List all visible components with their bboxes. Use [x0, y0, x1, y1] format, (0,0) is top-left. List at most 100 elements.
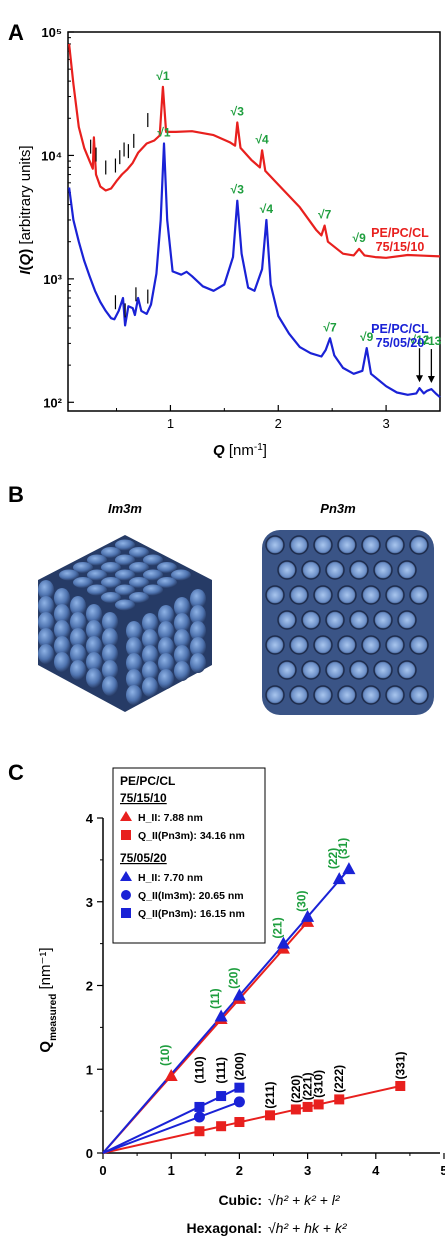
pn3m-structure-image [262, 530, 434, 715]
im3m-node [171, 569, 191, 581]
pn3m-channel [409, 635, 429, 655]
data-point [276, 936, 290, 949]
pn3m-channel [265, 685, 285, 705]
im3m-node [86, 604, 102, 624]
im3m-node [190, 653, 206, 673]
im3m-node [54, 620, 70, 640]
peak-label: √12 [410, 333, 430, 347]
x-tick-label: 3 [382, 416, 389, 431]
pn3m-channel [409, 535, 429, 555]
panel-a-tick-marks [90, 113, 149, 318]
panel-c-legend [112, 767, 266, 944]
pn3m-channel [313, 635, 333, 655]
im3m-node [174, 613, 190, 633]
x-tick-label: 0 [99, 1163, 106, 1178]
legend-item-label: Q_II(Pn3m): 16.15 nm [138, 908, 245, 920]
pn3m-channel [289, 635, 309, 655]
im3m-node [158, 653, 174, 673]
pn3m-channel [385, 585, 405, 605]
im3m-node [115, 599, 135, 611]
data-point [234, 1082, 245, 1093]
panel-a-series [68, 43, 441, 399]
im3m-node [158, 621, 174, 641]
im3m-node [86, 668, 102, 688]
data-point [193, 1111, 205, 1123]
im3m-node [102, 676, 118, 696]
pn3m-channel [301, 560, 321, 580]
y-tick-label: 3 [86, 895, 93, 910]
pn3m-channel [397, 560, 417, 580]
im3m-node [174, 661, 190, 681]
pn3m-channel [265, 585, 285, 605]
pn3m-channel [337, 585, 357, 605]
pn3m-channel [349, 660, 369, 680]
legend-item-label: H_II: 7.88 nm [138, 812, 203, 824]
data-point [164, 1068, 178, 1081]
im3m-node [101, 547, 121, 558]
pn3m-channel [397, 660, 417, 680]
pn3m-channel [277, 610, 297, 630]
cubic-index-label: (310) [312, 1070, 326, 1098]
data-point [332, 872, 346, 885]
hexagonal-index-label: (30) [295, 891, 309, 912]
im3m-node [102, 628, 118, 648]
red-series-line [68, 43, 441, 259]
peak-label: √1 [157, 125, 171, 139]
pn3m-channel [373, 660, 393, 680]
pn3m-channel [397, 610, 417, 630]
pn3m-channel [361, 685, 381, 705]
peak-label: √4 [260, 202, 274, 216]
im3m-node [54, 588, 70, 608]
im3m-node [54, 636, 70, 656]
im3m-node [38, 580, 54, 600]
im3m-node [101, 577, 121, 588]
im3m-node [126, 685, 142, 705]
y-tick-label: 2 [86, 979, 93, 994]
pn3m-channel [409, 585, 429, 605]
cubic-index-label: (222) [332, 1065, 346, 1093]
panel-c-points [164, 862, 406, 1137]
legend-marker [121, 890, 131, 900]
pn3m-channel [373, 560, 393, 580]
data-point [313, 1099, 324, 1110]
im3m-node [142, 629, 158, 649]
panel-a-y-axis-label: I(Q) [arbitrary units] [17, 145, 34, 274]
im3m-node [38, 612, 54, 632]
im3m-node [158, 669, 174, 689]
pn3m-channel [277, 560, 297, 580]
im3m-node [158, 605, 174, 625]
im3m-node [70, 644, 86, 664]
im3m-node [190, 589, 206, 609]
peak-label: √1 [156, 69, 170, 83]
im3m-node [59, 569, 79, 581]
im3m-node [174, 629, 190, 649]
peak-label: √4 [255, 132, 269, 146]
legend-group1-items: H_II: 7.88 nm Q_II(Pn3m): 34.16 nm [120, 811, 245, 842]
y-tick-label: 10³ [43, 272, 62, 287]
im3m-title: Im3m [108, 501, 142, 516]
pn3m-channel [265, 635, 285, 655]
panel-a-ticks: 1 2 3 10⁵ 10⁴ 10³ 10² [41, 25, 390, 431]
im3m-node [142, 661, 158, 681]
x-label-hex: Hexagonal: [187, 1220, 262, 1236]
im3m-node [101, 592, 121, 603]
im3m-node [129, 562, 149, 573]
im3m-node [38, 628, 54, 648]
im3m-node [54, 604, 70, 624]
im3m-node [102, 660, 118, 680]
fit-line [102, 1085, 401, 1154]
peak-label: √3 [231, 183, 245, 197]
cubic-index-label: (200) [232, 1052, 246, 1080]
im3m-node [126, 669, 142, 689]
cubic-index-label: (331) [393, 1051, 407, 1079]
im3m-node [129, 547, 149, 558]
legend-item-label: Q_II(Im3m): 20.65 nm [138, 890, 244, 902]
im3m-node [174, 645, 190, 665]
x-tick-label: 2 [275, 416, 282, 431]
pn3m-channel [313, 585, 333, 605]
x-label-hex-formula: √h² + hk + k² [268, 1220, 348, 1236]
blue-series-label-line2: 75/05/20 [376, 336, 425, 350]
im3m-node [143, 569, 163, 581]
im3m-node [102, 612, 118, 632]
